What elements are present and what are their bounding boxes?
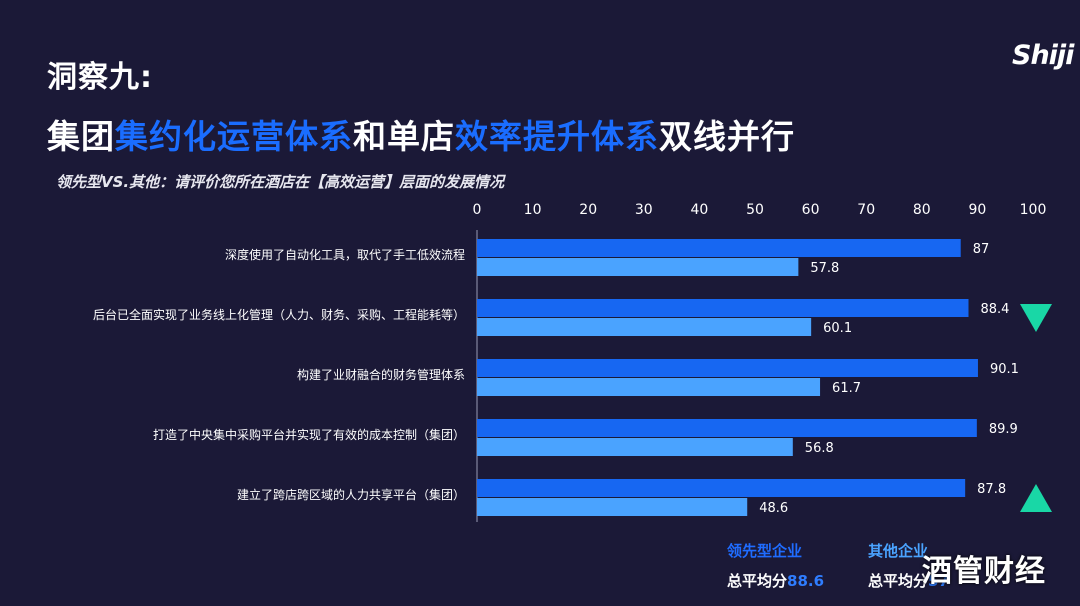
bar-other (477, 378, 821, 396)
legend-leader-avg: 总平均分88.6 (727, 570, 824, 591)
bar-leader (477, 239, 961, 257)
data-label: 88.4 (981, 302, 1010, 317)
title-part-2: 和单店 (353, 117, 455, 156)
x-tick-label: 30 (635, 202, 653, 218)
bar-leader (477, 359, 978, 377)
triangle-down-icon (1020, 304, 1052, 332)
data-label: 56.8 (805, 441, 834, 456)
title-part-3: 效率提升体系 (455, 117, 659, 156)
bar-other (477, 258, 799, 276)
x-tick-label: 90 (968, 202, 986, 218)
x-tick-label: 40 (690, 202, 708, 218)
data-label: 87 (973, 242, 990, 257)
legend-other-avg-value: 57 (928, 572, 949, 590)
x-tick-label: 80 (913, 202, 931, 218)
x-tick-label: 100 (1020, 202, 1047, 218)
page-title-line2: 集团集约化运营体系和单店效率提升体系双线并行 (47, 110, 795, 158)
category-label: 后台已全面实现了业务线上化管理（人力、财务、采购、工程能耗等） (93, 307, 465, 322)
data-label: 90.1 (990, 362, 1019, 377)
data-label: 48.6 (759, 501, 788, 516)
data-label: 57.8 (810, 261, 839, 276)
shiji-logo: Shiji (1012, 40, 1074, 71)
chart-subtitle: 领先型VS.其他：请评价您所在酒店在【高效运营】层面的发展情况 (56, 173, 505, 191)
x-tick-label: 20 (579, 202, 597, 218)
bar-other (477, 318, 812, 336)
legend-leader-avg-value: 88.6 (787, 572, 825, 590)
x-tick-label: 70 (857, 202, 875, 218)
bar-leader (477, 419, 977, 437)
page-title-line1: 洞察九: (47, 60, 153, 95)
watermark: 酒管财经 (922, 554, 1046, 589)
category-label: 建立了跨店跨区域的人力共享平台（集团） (237, 487, 465, 502)
legend-other-name: 其他企业 (868, 542, 929, 560)
category-label: 构建了业财融合的财务管理体系 (297, 367, 465, 382)
legend-other-avg-label: 总平均分 (868, 572, 929, 590)
data-label: 87.8 (977, 482, 1006, 497)
data-label: 60.1 (823, 321, 852, 336)
x-tick-label: 60 (802, 202, 820, 218)
bar-other (477, 498, 748, 516)
x-tick-label: 50 (746, 202, 764, 218)
title-part-0: 集团 (47, 117, 115, 156)
bar-leader (477, 299, 969, 317)
category-label: 打造了中央集中采购平台并实现了有效的成本控制（集团） (153, 427, 465, 442)
bar-other (477, 438, 793, 456)
bar-leader (477, 479, 966, 497)
x-tick-label: 0 (473, 202, 482, 218)
x-tick-label: 10 (524, 202, 542, 218)
data-label: 61.7 (832, 381, 861, 396)
title-part-1: 集约化运营体系 (115, 117, 353, 156)
legend-leader-name: 领先型企业 (727, 542, 803, 560)
data-label: 89.9 (989, 422, 1018, 437)
title-part-4: 双线并行 (659, 117, 795, 156)
legend-leader-avg-label: 总平均分 (727, 572, 788, 590)
category-label: 深度使用了自动化工具，取代了手工低效流程 (225, 247, 465, 262)
triangle-up-icon (1020, 484, 1052, 512)
legend-other-avg: 总平均分57 (868, 570, 949, 591)
